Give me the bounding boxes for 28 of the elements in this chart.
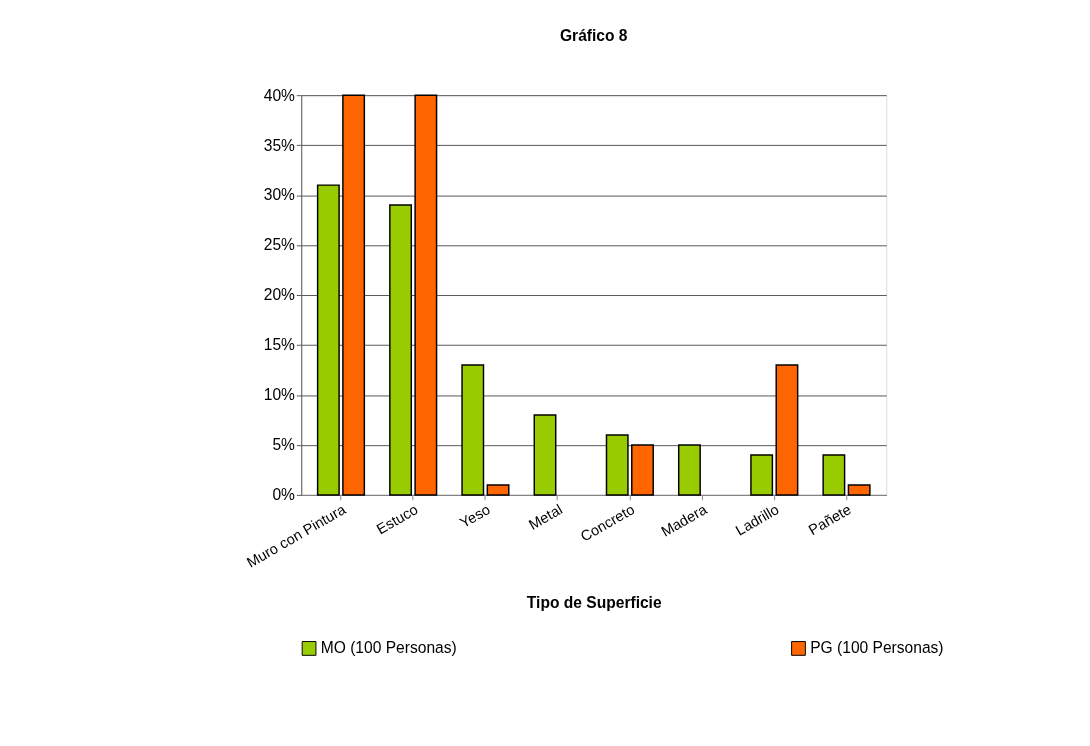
y-tick-label: 15% <box>263 336 296 354</box>
legend-label: MO (100 Personas) <box>320 639 457 657</box>
bar <box>847 484 871 496</box>
bar <box>822 454 846 496</box>
bar <box>461 364 485 496</box>
bar <box>486 484 510 496</box>
x-axis-title: Tipo de Superficie <box>526 593 662 611</box>
y-tick-label: 25% <box>263 236 296 254</box>
y-tick-label: 35% <box>263 136 296 154</box>
bar <box>677 444 701 496</box>
legend-label: PG (100 Personas) <box>810 639 944 657</box>
bar <box>750 454 774 496</box>
y-tick-label: 10% <box>263 386 296 404</box>
bar <box>631 444 654 496</box>
y-tick-label: 40% <box>263 86 296 104</box>
bar <box>414 94 438 496</box>
y-tick-label: 0% <box>272 486 296 504</box>
bar <box>775 364 799 496</box>
y-tick-label: 20% <box>263 286 296 304</box>
bar <box>389 204 413 496</box>
bar <box>605 434 629 496</box>
y-tick-label: 30% <box>263 186 296 204</box>
bar <box>316 184 340 496</box>
x-tick-label: Yeso <box>457 501 493 531</box>
chart-title: Gráfico 8 <box>559 26 628 44</box>
bar <box>342 94 366 496</box>
y-tick-label: 5% <box>272 436 296 454</box>
bar <box>533 414 557 496</box>
